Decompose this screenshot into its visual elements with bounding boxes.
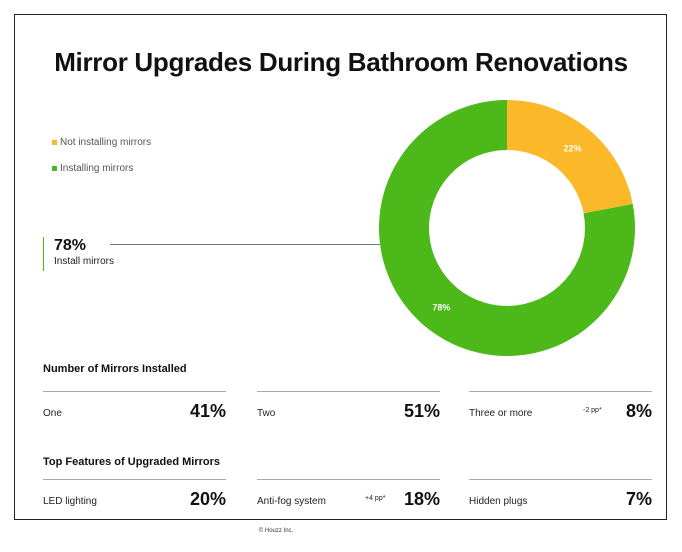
legend-label-not-installing: Not installing mirrors [60,137,152,148]
legend-item-not-installing: Not installing mirrors [52,137,151,148]
legend-swatch-installing [52,166,57,171]
leader-line [110,244,380,245]
top-features-heading: Top Features of Upgraded Mirrors [43,456,221,468]
highlight-stat: 78% Install mirrors [43,237,114,271]
highlight-value: 78% [54,237,87,254]
stat-three-or-more-value: 8% [625,401,652,421]
stat-led-lighting-value: 20% [189,489,226,509]
stat-led-lighting: LED lighting 20% [43,479,226,514]
stat-one-value: 41% [189,401,226,421]
stat-one-label: One [43,408,62,419]
mirrors-installed-heading: Number of Mirrors Installed [43,363,187,375]
stat-hidden-plugs-value: 7% [625,489,652,509]
stat-three-or-more: Three or more -2 pp* 8% [469,391,652,426]
stat-hidden-plugs: Hidden plugs 7% [469,479,652,514]
stat-anti-fog-value: 18% [403,489,440,509]
stat-anti-fog-label: Anti-fog system [257,496,326,507]
footer-copyright: © Houzz Inc. [258,528,294,534]
stat-two: Two 51% [257,391,440,426]
donut-slice-1 [379,100,636,356]
legend-item-installing: Installing mirrors [52,163,133,174]
stat-anti-fog-note: +4 pp* [365,495,386,502]
stat-three-or-more-label: Three or more [469,408,533,419]
stat-three-or-more-note: -2 pp* [583,407,602,414]
donut-slice-label-1: 78% [432,302,450,312]
chart-frame [14,14,667,520]
donut-slice-label-0: 22% [564,144,582,154]
legend-swatch-not-installing [52,140,57,145]
donut-slice-0 [507,100,633,214]
stat-anti-fog: Anti-fog system +4 pp* 18% [257,479,440,514]
stat-two-label: Two [257,408,276,419]
stat-two-value: 51% [403,401,440,421]
chart-title: Mirror Upgrades During Bathroom Renovati… [54,47,628,77]
highlight-label: Install mirrors [54,256,115,267]
legend-label-installing: Installing mirrors [60,163,134,174]
stat-one: One 41% [43,391,226,426]
stat-led-lighting-label: LED lighting [43,496,97,507]
stat-hidden-plugs-label: Hidden plugs [469,496,528,507]
